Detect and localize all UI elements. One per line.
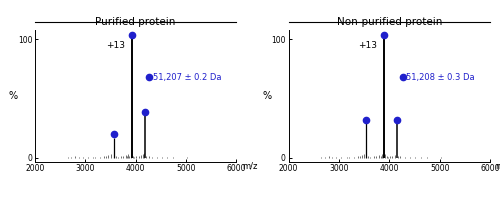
Text: m/z: m/z (242, 162, 258, 171)
Text: 51,207 ± 0.2 Da: 51,207 ± 0.2 Da (153, 73, 222, 82)
Title: Purified protein: Purified protein (96, 17, 176, 27)
Y-axis label: %: % (9, 91, 18, 100)
Y-axis label: %: % (262, 91, 272, 100)
Title: Non-purified protein: Non-purified protein (336, 17, 442, 27)
Text: m/z: m/z (496, 162, 500, 171)
Text: +13: +13 (358, 41, 376, 50)
Text: 51,208 ± 0.3 Da: 51,208 ± 0.3 Da (406, 73, 475, 82)
Text: +13: +13 (106, 41, 125, 50)
